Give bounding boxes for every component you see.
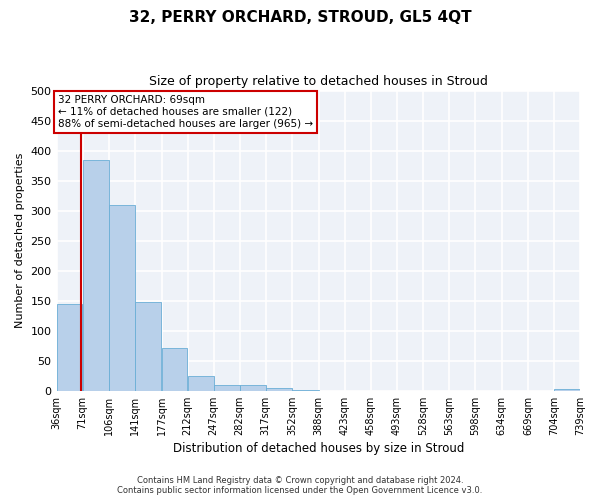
Bar [161,348,187,391]
Bar [214,386,239,391]
Y-axis label: Number of detached properties: Number of detached properties [15,153,25,328]
Bar [292,390,319,391]
Bar [266,388,292,391]
Text: Contains HM Land Registry data © Crown copyright and database right 2024.
Contai: Contains HM Land Registry data © Crown c… [118,476,482,495]
Bar [188,376,214,391]
Bar [135,302,161,391]
Bar [83,160,109,391]
Bar [240,386,266,391]
Bar [56,304,82,391]
Bar [554,389,580,391]
Text: 32, PERRY ORCHARD, STROUD, GL5 4QT: 32, PERRY ORCHARD, STROUD, GL5 4QT [128,10,472,25]
Bar [109,204,134,391]
Text: 32 PERRY ORCHARD: 69sqm
← 11% of detached houses are smaller (122)
88% of semi-d: 32 PERRY ORCHARD: 69sqm ← 11% of detache… [58,96,313,128]
X-axis label: Distribution of detached houses by size in Stroud: Distribution of detached houses by size … [173,442,464,455]
Title: Size of property relative to detached houses in Stroud: Size of property relative to detached ho… [149,75,488,88]
